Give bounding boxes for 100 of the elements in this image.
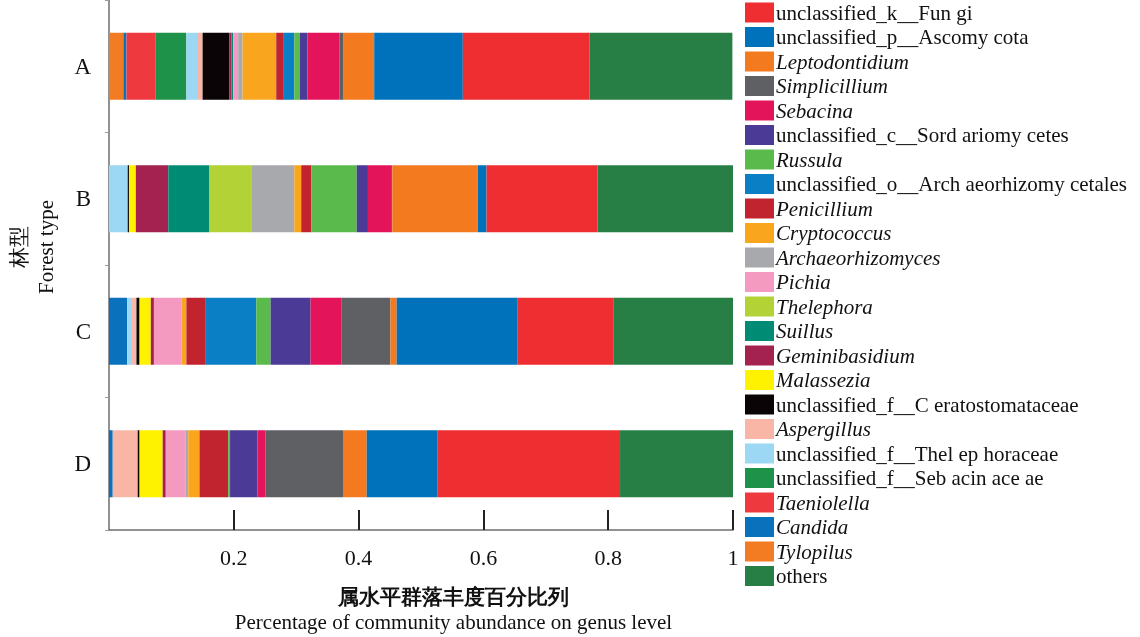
legend-label: Thelephora — [776, 294, 873, 319]
bar — [597, 165, 733, 233]
bar — [251, 165, 295, 233]
bar — [150, 297, 154, 365]
bar — [186, 297, 206, 365]
legend-label: Candida — [776, 515, 849, 539]
bar — [486, 165, 598, 233]
bar — [276, 32, 284, 100]
bar — [168, 165, 210, 233]
x-tick-label: 0.6 — [469, 544, 498, 570]
legend-label: Cryptococcus — [776, 221, 892, 245]
x-tick-label: 0.4 — [344, 544, 373, 570]
bar — [392, 165, 478, 233]
legend-label: Archaeorhizomyces — [774, 245, 941, 270]
legend-label: unclassified_k__Fun gi — [776, 0, 973, 25]
bar — [188, 430, 200, 498]
bar — [366, 430, 438, 498]
legend-label: Taeniolella — [776, 490, 870, 515]
bar — [128, 165, 136, 233]
bar — [230, 430, 258, 498]
bar — [238, 32, 243, 100]
legend-label: Geminibasidium — [776, 343, 915, 368]
legend-label: Sebacina — [776, 98, 853, 123]
x-tick-label: 1 — [727, 544, 739, 570]
bar — [109, 32, 124, 100]
bar — [367, 165, 392, 233]
legend-label: Aspergillus — [774, 417, 871, 441]
bar — [139, 430, 163, 498]
bar — [123, 32, 127, 100]
legend-label: unclassified_f__C eratostomataceae — [776, 392, 1079, 417]
bar — [517, 297, 614, 365]
bar — [299, 32, 308, 100]
bar — [136, 297, 140, 365]
y-axis-title: 林型 Forest type — [6, 200, 58, 294]
bar — [462, 32, 590, 100]
legend-label: Simplicillium — [776, 74, 888, 98]
bar — [112, 430, 138, 498]
legend-label: others — [776, 564, 828, 588]
bar — [257, 430, 266, 498]
legend-label: unclassified_o__Arch aeorhizomy cetales — [776, 172, 1128, 196]
y-tick-label: D — [74, 451, 91, 477]
bar — [396, 297, 518, 365]
bar — [109, 297, 128, 365]
bar — [294, 32, 300, 100]
bar — [437, 430, 621, 498]
legend-label: Leptodontidium — [775, 49, 910, 74]
legend-label: unclassified_p__Ascomy cota — [776, 25, 1030, 49]
x-axis-title: 属水平群落丰度百分比列 Percentage of community abundance on genus level — [234, 584, 673, 634]
y-tick-label: C — [75, 318, 91, 344]
bar — [155, 32, 187, 100]
bar — [343, 32, 375, 100]
legend-label: Suillus — [776, 319, 834, 343]
bar — [620, 430, 733, 498]
bar — [186, 32, 197, 100]
bar — [109, 430, 113, 498]
bar — [374, 32, 463, 100]
bar — [270, 297, 311, 365]
bar — [256, 297, 271, 365]
bar — [356, 165, 368, 233]
bar — [613, 297, 733, 365]
bar — [132, 297, 137, 365]
legend-label: Tylopilus — [776, 539, 853, 564]
bar — [242, 32, 277, 100]
legend-label: Pichia — [775, 270, 831, 294]
x-tick-label: 0.2 — [220, 544, 248, 570]
bar — [109, 165, 128, 233]
bar — [209, 165, 252, 233]
bar — [294, 165, 302, 233]
bar — [265, 430, 343, 498]
bar — [339, 32, 344, 100]
bar — [126, 32, 156, 100]
bar — [196, 32, 203, 100]
bar — [135, 165, 169, 233]
legend-label: Russula — [775, 147, 843, 172]
bar — [202, 32, 230, 100]
bar — [310, 297, 342, 365]
bar — [153, 297, 182, 365]
y-tick-label: B — [75, 186, 91, 212]
bar — [283, 32, 295, 100]
x-tick-label: 0.8 — [594, 544, 622, 570]
legend-label: Penicillium — [775, 196, 873, 221]
bar — [589, 32, 733, 100]
bar — [162, 430, 166, 498]
bar — [341, 297, 391, 365]
legend-label: unclassified_c__Sord ariomy cetes — [776, 123, 1069, 147]
bar — [307, 32, 340, 100]
bar — [477, 165, 487, 233]
legend-label: unclassified_f__Thel ep horaceae — [776, 441, 1059, 466]
bar — [343, 430, 367, 498]
legend-label: Malassezia — [775, 368, 871, 392]
y-tick-label: A — [74, 53, 92, 79]
bar — [390, 297, 397, 365]
bar — [165, 430, 186, 498]
bar — [205, 297, 257, 365]
bar — [233, 32, 239, 100]
bar — [301, 165, 312, 233]
legend-label: unclassified_f__Seb acin ace ae — [776, 466, 1044, 490]
bar — [181, 297, 187, 365]
bar — [311, 165, 357, 233]
bar — [127, 297, 133, 365]
